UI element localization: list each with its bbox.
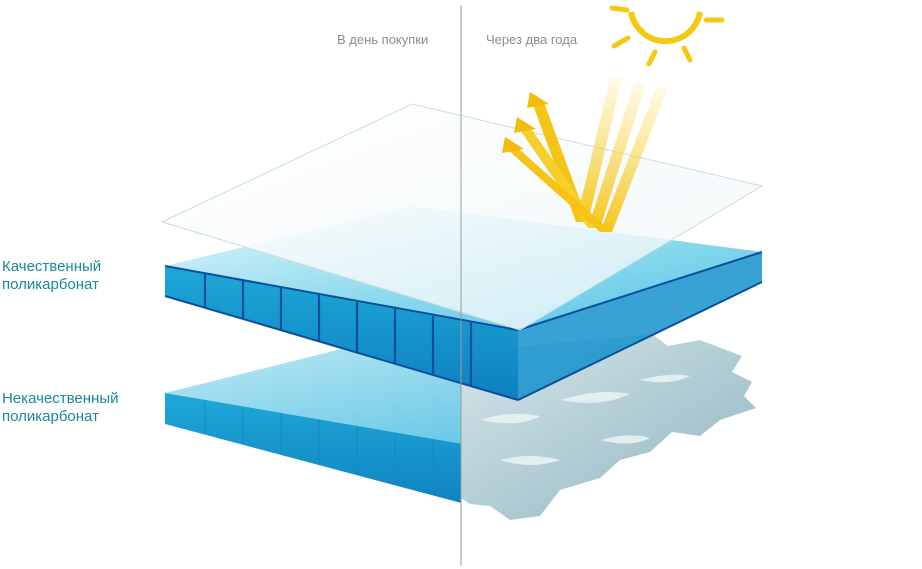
poor-panel-front (165, 393, 461, 503)
label-quality-line2: поликарбонат (2, 276, 99, 293)
caption-day-of-purchase: В день покупки (337, 32, 429, 47)
reflected-rays-icon (502, 78, 668, 232)
label-poor-line2: поликарбонат (2, 408, 99, 425)
sun-icon (609, 5, 725, 67)
label-quality-polycarbonate: Качественный поликарбонат (2, 258, 101, 294)
quality-panel-side (518, 252, 762, 400)
quality-panel-front (165, 266, 518, 400)
label-poor-polycarbonate: Некачественный поликарбонат (2, 390, 118, 426)
label-poor-line1: Некачественный (2, 390, 119, 407)
caption-two-years-later: Через два года (486, 32, 578, 47)
label-quality-line1: Качественный (2, 258, 102, 275)
